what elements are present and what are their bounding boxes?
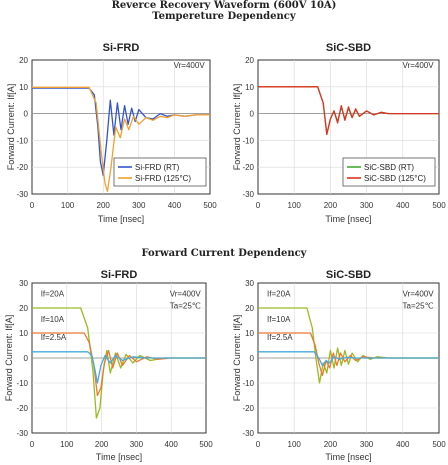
series-line-1 xyxy=(32,87,210,176)
y-axis-label: Forward Current: If[A] xyxy=(6,84,16,171)
x-tick-label: 100 xyxy=(288,201,302,210)
y-tick-label: 30 xyxy=(245,279,254,288)
annotation: If=10A xyxy=(267,315,291,324)
y-tick-label: 20 xyxy=(19,304,28,313)
legend-label: SiC-SBD (RT) xyxy=(364,163,414,172)
y-tick-label: 0 xyxy=(24,354,29,363)
y-axis-label: Forward Current: If[A] xyxy=(232,315,242,402)
x-tick-label: 100 xyxy=(60,440,74,449)
y-tick-label: -30 xyxy=(242,190,254,199)
x-tick-label: 100 xyxy=(288,440,302,449)
y-tick-label: -10 xyxy=(242,136,254,145)
x-axis-label: Time [nsec] xyxy=(325,452,371,462)
legend-box xyxy=(113,157,207,187)
y-tick-label: -20 xyxy=(242,163,254,172)
y-tick-label: 0 xyxy=(250,110,255,119)
y-tick-label: 0 xyxy=(24,110,29,119)
y-tick-label: -30 xyxy=(16,190,28,199)
annotation: If=2.5A xyxy=(41,333,67,342)
x-tick-label: 100 xyxy=(61,201,75,210)
x-tick-label: 400 xyxy=(396,440,410,449)
legend-label: Si-FRD (125°C) xyxy=(135,174,191,183)
y-tick-label: -10 xyxy=(16,136,28,145)
annotation: If=2.5A xyxy=(267,333,293,342)
panel-title: Si-FRD xyxy=(101,269,138,281)
y-tick-label: 20 xyxy=(19,56,28,65)
panel-title: SiC-SBD xyxy=(326,269,371,281)
annotation: Vr=400V xyxy=(174,61,206,70)
x-tick-label: 300 xyxy=(132,201,146,210)
legend-label: Si-FRD (RT) xyxy=(135,163,180,172)
y-tick-label: -30 xyxy=(16,429,28,438)
x-tick-label: 0 xyxy=(30,440,35,449)
series-line-3 xyxy=(258,351,439,367)
panel-title: Si-FRD xyxy=(103,42,140,54)
x-tick-label: 200 xyxy=(324,440,338,449)
y-tick-label: 0 xyxy=(250,354,255,363)
section2-title: Forward Current Dependency xyxy=(141,248,307,259)
y-axis-label: Forward Current: If[A] xyxy=(232,84,242,171)
x-tick-label: 0 xyxy=(256,440,261,449)
annotation: If=20A xyxy=(267,290,291,299)
x-tick-label: 0 xyxy=(256,201,261,210)
legend-label: SiC-SBD (125°C) xyxy=(364,174,426,183)
x-tick-label: 200 xyxy=(97,201,111,210)
y-tick-label: -20 xyxy=(242,404,254,413)
y-tick-label: 20 xyxy=(245,304,254,313)
y-tick-label: -20 xyxy=(16,163,28,172)
x-tick-label: 500 xyxy=(199,440,213,449)
series-line-2 xyxy=(258,86,439,136)
y-tick-label: 10 xyxy=(245,83,254,92)
x-tick-label: 300 xyxy=(360,440,374,449)
y-tick-label: 10 xyxy=(245,329,254,338)
annotation: Vr=400V xyxy=(403,290,435,299)
y-tick-label: -20 xyxy=(16,404,28,413)
figure-title-line2: Tempereture Dependency xyxy=(152,11,297,22)
annotation: Ta=25℃ xyxy=(170,302,201,311)
y-tick-label: 20 xyxy=(245,56,254,65)
x-tick-label: 400 xyxy=(168,201,182,210)
x-axis-label: Time [nsec] xyxy=(98,214,144,224)
x-tick-label: 500 xyxy=(432,201,446,210)
annotation: If=10A xyxy=(41,315,65,324)
y-tick-label: -10 xyxy=(242,379,254,388)
series-line-2 xyxy=(32,86,210,192)
x-tick-label: 200 xyxy=(95,440,109,449)
y-tick-label: 10 xyxy=(19,329,28,338)
figure-title-line1: Reverce Recovery Waveform (600V 10A) xyxy=(112,0,337,11)
x-axis-label: Time [nsec] xyxy=(96,452,142,462)
y-tick-label: 10 xyxy=(19,83,28,92)
x-axis-label: Time [nsec] xyxy=(325,214,371,224)
x-tick-label: 400 xyxy=(396,201,410,210)
annotation: Vr=400V xyxy=(170,290,202,299)
x-tick-label: 500 xyxy=(203,201,217,210)
x-tick-label: 300 xyxy=(130,440,144,449)
x-tick-label: 200 xyxy=(324,201,338,210)
y-tick-label: -10 xyxy=(16,379,28,388)
y-tick-label: 30 xyxy=(19,279,28,288)
panel-title: SiC-SBD xyxy=(326,42,371,54)
x-tick-label: 0 xyxy=(30,201,35,210)
annotation: Ta=25℃ xyxy=(403,302,434,311)
annotation: If=20A xyxy=(41,290,65,299)
legend-box xyxy=(342,157,436,187)
series-line-3 xyxy=(32,351,206,384)
x-tick-label: 300 xyxy=(360,201,374,210)
x-tick-label: 400 xyxy=(165,440,179,449)
x-tick-label: 500 xyxy=(432,440,446,449)
annotation: Vr=400V xyxy=(403,61,435,70)
y-tick-label: -30 xyxy=(242,429,254,438)
y-axis-label: Forward Current: If[A] xyxy=(4,315,14,402)
